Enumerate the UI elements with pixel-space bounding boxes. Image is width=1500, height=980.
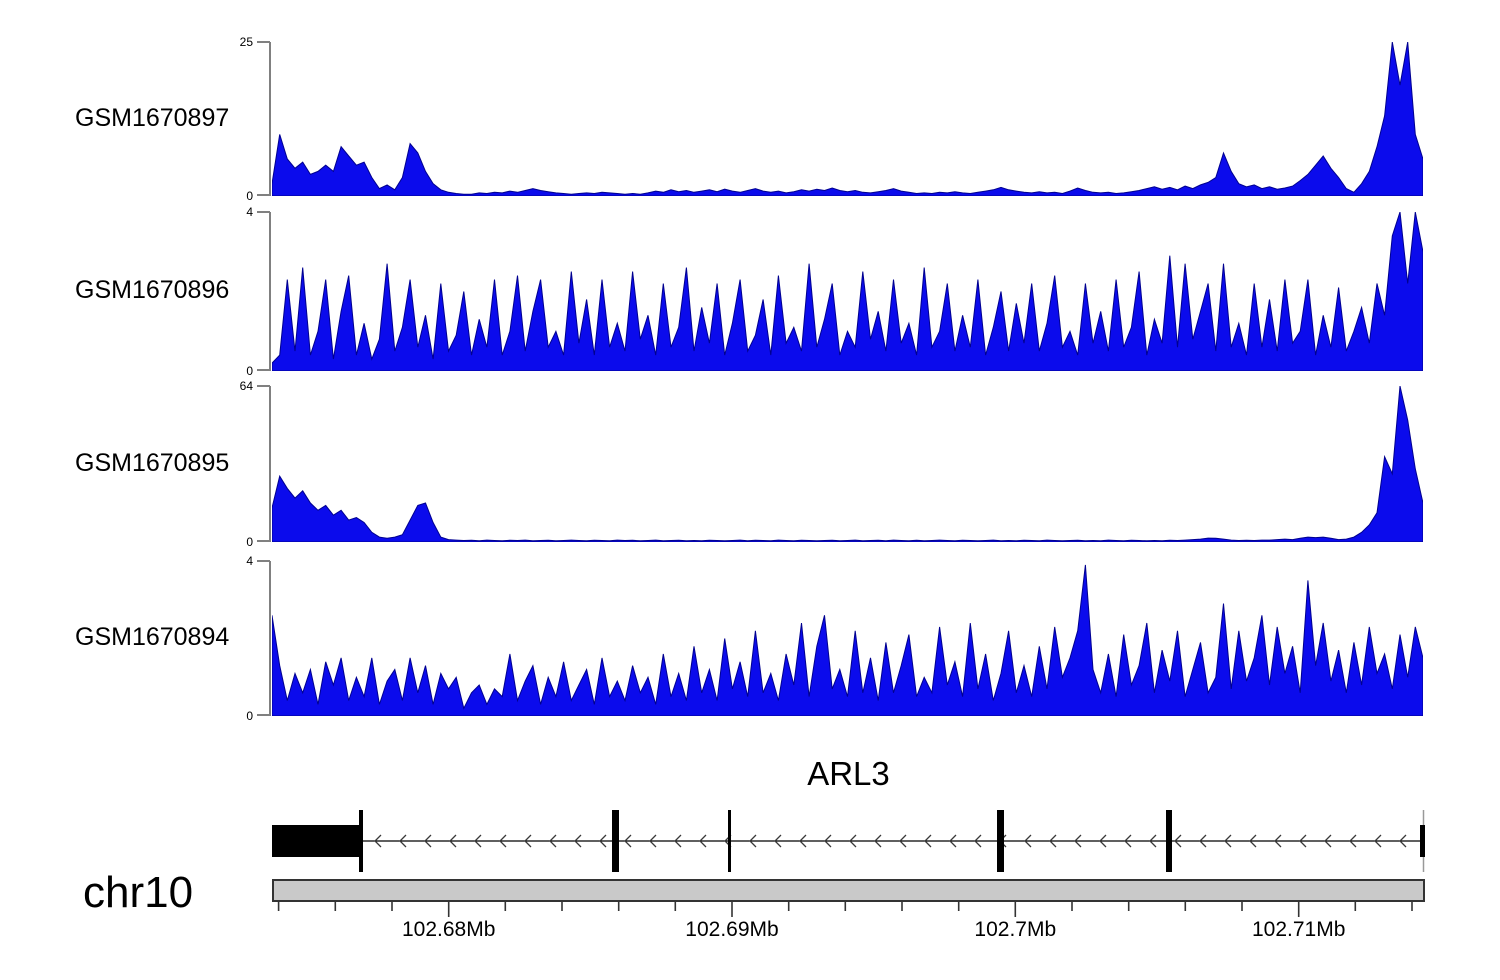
y-axis-min-label: 0 <box>246 364 253 378</box>
y-axis-bottom-tick <box>257 540 270 542</box>
axis-tick-label: 102.71Mb <box>1251 918 1346 941</box>
y-axis-top-tick <box>257 41 270 43</box>
track-label-gsm1670894: GSM1670894 <box>75 623 230 651</box>
y-axis-line <box>269 42 271 196</box>
coverage-area-gsm1670897 <box>272 42 1423 196</box>
y-axis-line <box>269 561 271 716</box>
y-axis-max-label: 4 <box>246 554 253 568</box>
y-axis-max-label: 25 <box>239 35 253 49</box>
track-label-gsm1670896: GSM1670896 <box>75 276 230 304</box>
y-axis-bottom-tick <box>257 369 270 371</box>
coverage-area-gsm1670896 <box>272 212 1423 371</box>
y-axis-min-label: 0 <box>246 535 253 549</box>
genome-axis-ticks <box>277 902 1413 917</box>
gene-name-label: ARL3 <box>807 755 890 792</box>
track-label-gsm1670897: GSM1670897 <box>75 104 230 132</box>
chromosome-bar <box>272 879 1425 902</box>
y-axis-max-label: 64 <box>239 379 253 393</box>
y-axis-bottom-tick <box>257 714 270 716</box>
gene-model-arl3 <box>272 810 1425 872</box>
y-axis-bottom-tick <box>257 194 270 196</box>
y-axis-min-label: 0 <box>246 709 253 723</box>
coverage-area-gsm1670895 <box>272 386 1423 542</box>
axis-tick-label: 102.7Mb <box>974 918 1057 941</box>
coverage-area-gsm1670894 <box>272 564 1423 716</box>
track-label-gsm1670895: GSM1670895 <box>75 449 230 477</box>
y-axis-min-label: 0 <box>246 189 253 203</box>
axis-tick-label: 102.68Mb <box>401 918 496 941</box>
y-axis-line <box>269 212 271 371</box>
y-axis-top-tick <box>257 385 270 387</box>
axis-tick-label: 102.69Mb <box>685 918 779 941</box>
y-axis-top-tick <box>257 560 270 562</box>
y-axis-top-tick <box>257 211 270 213</box>
y-axis-max-label: 4 <box>246 205 253 219</box>
chromosome-label: chr10 <box>83 868 194 917</box>
y-axis-line <box>269 386 271 542</box>
genome-axis-labels: 102.68Mb 102.69Mb 102.7Mb 102.71Mb <box>272 918 1425 948</box>
